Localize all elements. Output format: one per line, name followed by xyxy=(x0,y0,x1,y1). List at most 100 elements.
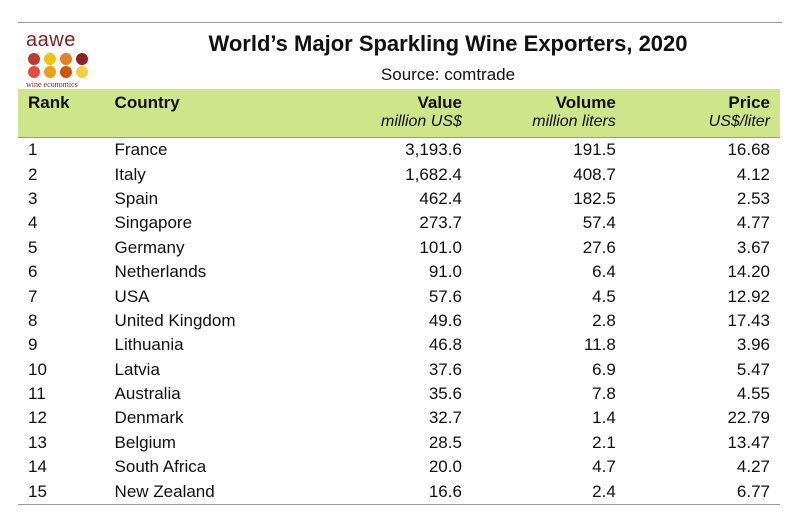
country-cell: Lithuania xyxy=(114,335,184,355)
table-row: 1 France 3,193.6 191.5 16.68 xyxy=(18,138,780,163)
logo-dot xyxy=(76,53,88,65)
volume-cell: 191.5 xyxy=(573,140,616,160)
value-cell: 37.6 xyxy=(428,359,462,379)
rank-cell: 5 xyxy=(28,237,38,257)
unit-country xyxy=(105,113,311,138)
logo-tagline: wine economics xyxy=(26,80,78,89)
volume-cell: 2.1 xyxy=(592,432,616,452)
rank-cell: 15 xyxy=(28,481,47,501)
rank-cell: 9 xyxy=(28,335,38,355)
price-cell: 12.92 xyxy=(727,286,770,306)
volume-cell: 182.5 xyxy=(573,188,616,208)
unit-price: US$/liter xyxy=(708,113,770,130)
price-cell: 4.27 xyxy=(736,457,770,477)
value-cell: 49.6 xyxy=(428,310,462,330)
price-cell: 6.77 xyxy=(736,481,770,501)
rank-cell: 10 xyxy=(28,359,47,379)
volume-cell: 408.7 xyxy=(573,164,616,184)
value-cell: 16.6 xyxy=(428,481,462,501)
header-value: Value xyxy=(417,93,462,112)
table-row: 12 Denmark 32.7 1.4 22.79 xyxy=(18,406,780,430)
logo-dot xyxy=(60,53,72,65)
country-cell: New Zealand xyxy=(114,481,215,501)
table-row: 14 South Africa 20.0 4.7 4.27 xyxy=(18,455,780,479)
price-cell: 4.55 xyxy=(736,384,770,404)
table-row: 8 United Kingdom 49.6 2.8 17.43 xyxy=(18,309,780,333)
chart-title: World’s Major Sparkling Wine Exporters, … xyxy=(208,31,688,56)
value-cell: 273.7 xyxy=(419,213,462,233)
volume-cell: 2.4 xyxy=(592,481,616,501)
header-rank: Rank xyxy=(28,93,70,112)
price-cell: 22.79 xyxy=(727,408,770,428)
rank-cell: 11 xyxy=(28,384,46,404)
header-country: Country xyxy=(114,93,180,112)
unit-volume: million liters xyxy=(532,113,616,130)
country-cell: South Africa xyxy=(114,457,207,477)
value-cell: 1,682.4 xyxy=(405,164,462,184)
country-cell: United Kingdom xyxy=(114,310,236,330)
price-cell: 14.20 xyxy=(727,262,770,282)
exporters-table: Rank Country Value Volume Price million … xyxy=(18,89,780,505)
country-cell: Germany xyxy=(114,237,185,257)
unit-rank xyxy=(18,113,105,138)
volume-cell: 11.8 xyxy=(583,335,616,355)
price-cell: 4.77 xyxy=(736,213,770,233)
table-row: 4 Singapore 273.7 57.4 4.77 xyxy=(18,211,780,235)
volume-cell: 57.4 xyxy=(582,213,616,233)
rank-cell: 6 xyxy=(28,262,38,282)
table-row: 3 Spain 462.4 182.5 2.53 xyxy=(18,187,780,211)
table-row: 10 Latvia 37.6 6.9 5.47 xyxy=(18,358,780,382)
value-cell: 101.0 xyxy=(419,237,462,257)
rank-cell: 4 xyxy=(28,213,38,233)
country-cell: Italy xyxy=(114,164,146,184)
price-cell: 13.47 xyxy=(727,432,770,452)
volume-cell: 6.4 xyxy=(592,262,616,282)
price-cell: 3.67 xyxy=(736,237,770,257)
volume-cell: 27.6 xyxy=(582,237,616,257)
header-price: Price xyxy=(728,93,770,112)
units-row: million US$ million liters US$/liter xyxy=(18,113,780,138)
country-cell: Belgium xyxy=(114,432,176,452)
table-row: 5 Germany 101.0 27.6 3.67 xyxy=(18,236,780,260)
rank-cell: 2 xyxy=(28,164,38,184)
rank-cell: 12 xyxy=(28,408,47,428)
table-row: 11 Australia 35.6 7.8 4.55 xyxy=(18,382,780,406)
logo-dot xyxy=(44,66,56,78)
volume-cell: 4.7 xyxy=(592,457,616,477)
value-cell: 20.0 xyxy=(428,457,462,477)
unit-value: million US$ xyxy=(380,113,462,130)
value-cell: 46.8 xyxy=(428,335,462,355)
price-cell: 3.96 xyxy=(736,335,770,355)
value-cell: 462.4 xyxy=(419,188,462,208)
value-cell: 35.6 xyxy=(428,384,462,404)
header-volume: Volume xyxy=(555,93,616,112)
logo-dot xyxy=(44,53,56,65)
rank-cell: 1 xyxy=(28,140,38,160)
table-row: 9 Lithuania 46.8 11.8 3.96 xyxy=(18,333,780,357)
chart-frame: aawe wine economics World’s Major Sparkl… xyxy=(18,22,782,511)
country-cell: Spain xyxy=(114,188,159,208)
table-row: 15 New Zealand 16.6 2.4 6.77 xyxy=(18,479,780,505)
value-cell: 28.5 xyxy=(428,432,462,452)
rank-cell: 8 xyxy=(28,310,38,330)
rank-cell: 7 xyxy=(28,286,38,306)
country-cell: Netherlands xyxy=(114,262,207,282)
price-cell: 4.12 xyxy=(736,164,770,184)
logo-dots-icon xyxy=(28,53,88,78)
logo-dot xyxy=(28,66,40,78)
value-cell: 32.7 xyxy=(428,408,462,428)
volume-cell: 2.8 xyxy=(592,310,616,330)
header-row: Rank Country Value Volume Price xyxy=(18,89,780,113)
volume-cell: 4.5 xyxy=(592,286,616,306)
price-cell: 17.43 xyxy=(727,310,770,330)
volume-cell: 6.9 xyxy=(592,359,616,379)
logo-dot xyxy=(60,66,72,78)
table-row: 6 Netherlands 91.0 6.4 14.20 xyxy=(18,260,780,284)
volume-cell: 7.8 xyxy=(592,384,616,404)
price-cell: 2.53 xyxy=(736,188,770,208)
table-row: 7 USA 57.6 4.5 12.92 xyxy=(18,284,780,308)
logo-dot xyxy=(28,53,40,65)
rank-cell: 13 xyxy=(28,432,47,452)
country-cell: Latvia xyxy=(114,359,160,379)
price-cell: 16.68 xyxy=(727,140,770,160)
